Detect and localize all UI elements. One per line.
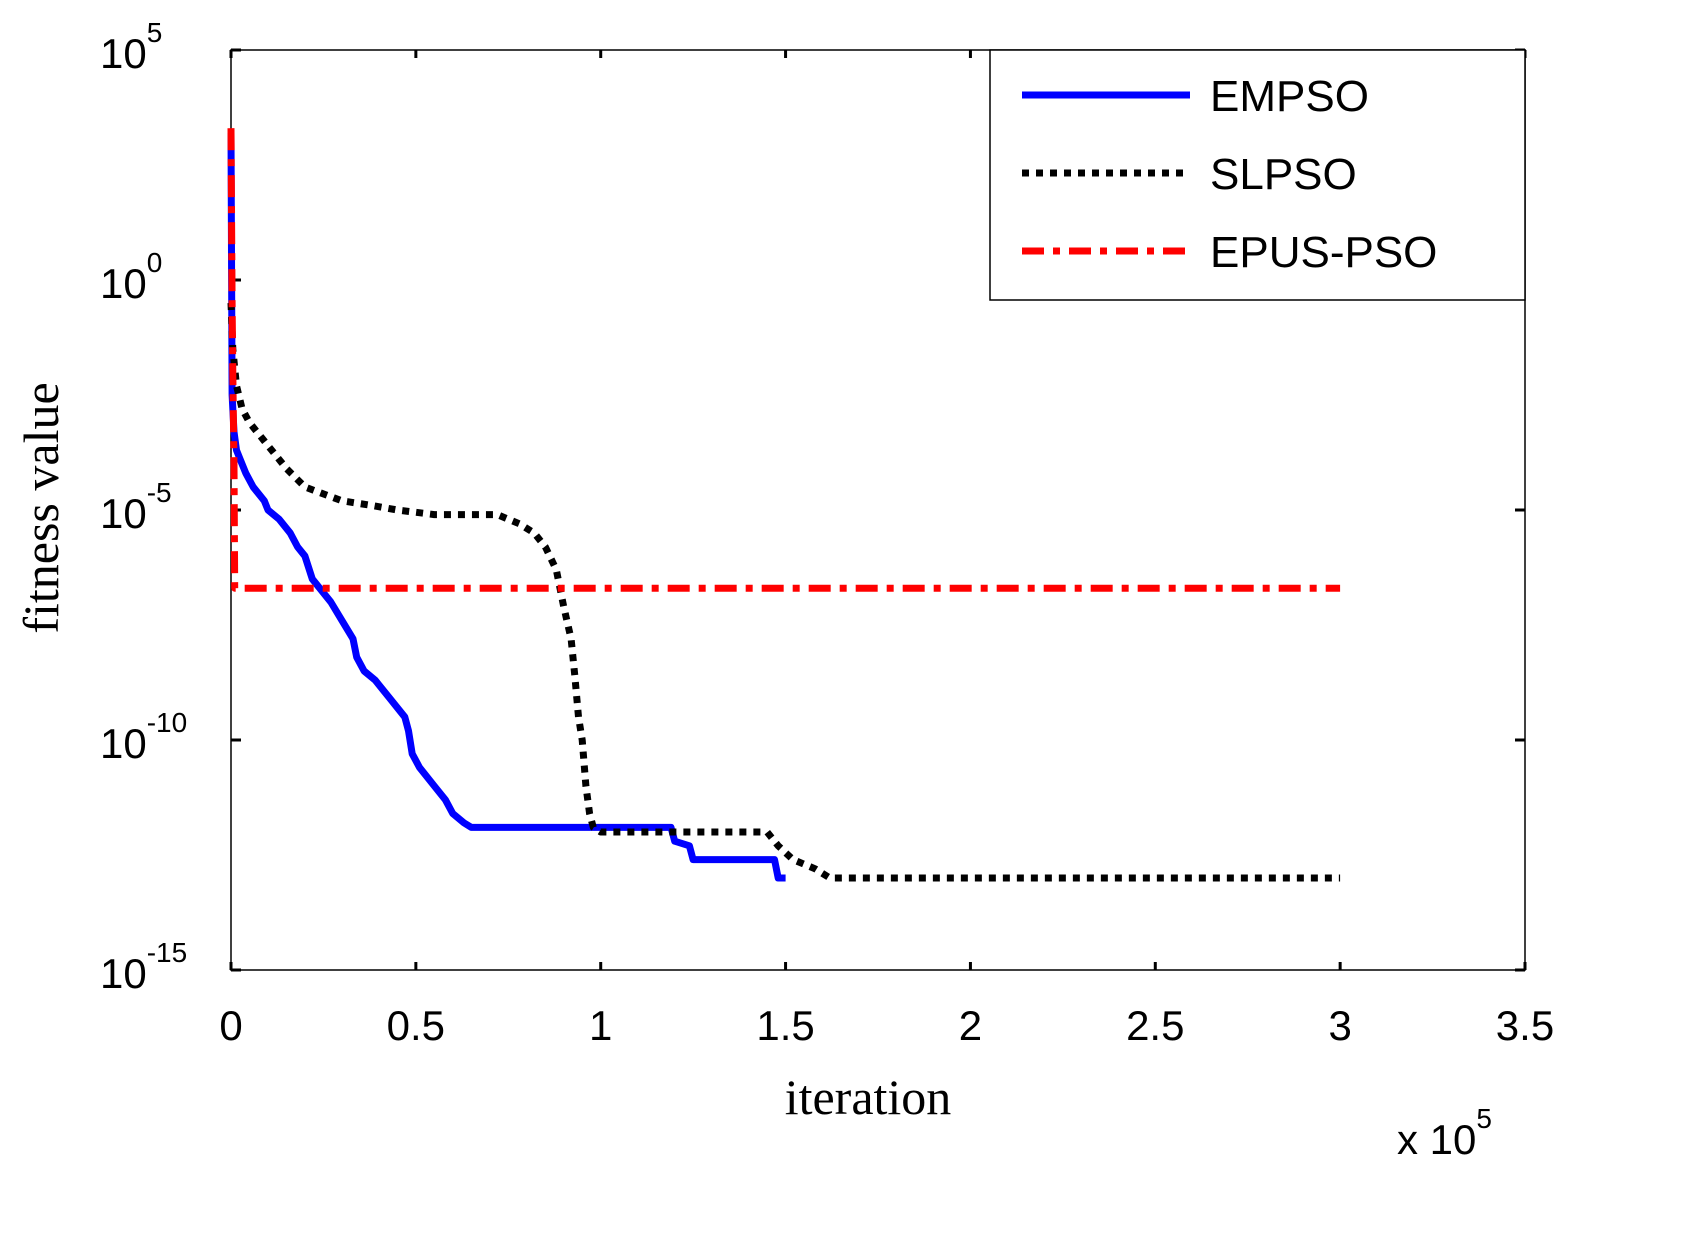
series-line-epus-pso (227, 128, 1341, 592)
y-tick-base: 10 (100, 720, 147, 767)
x-tick-label: 3.5 (1496, 1002, 1554, 1049)
x-multiplier-exponent: 5 (1476, 1103, 1492, 1134)
y-tick-base: 10 (100, 490, 147, 537)
series-layer (227, 128, 1341, 882)
x-multiplier-label: x 105 (1397, 1103, 1492, 1163)
y-tick-exponent: 5 (147, 17, 163, 48)
y-tick-base: 10 (100, 30, 147, 77)
y-tick-label: 10-5 (100, 477, 172, 537)
y-tick-label: 10-10 (100, 707, 187, 767)
y-tick-exponent: -15 (147, 937, 187, 968)
y-tick-label: 100 (100, 247, 162, 307)
x-tick-label: 3 (1328, 1002, 1351, 1049)
legend-label-slpso: SLPSO (1210, 150, 1357, 199)
y-tick-exponent: -5 (147, 477, 172, 508)
y-tick-exponent: -10 (147, 707, 187, 738)
y-axis-title: fitness value (13, 382, 69, 633)
series-line-empso (227, 132, 786, 882)
y-tick-exponent: 0 (147, 247, 163, 278)
y-tick-base: 10 (100, 950, 147, 997)
x-axis-title: iteration (785, 1069, 952, 1125)
legend-label-empso: EMPSO (1210, 72, 1369, 121)
x-tick-label: 2.5 (1126, 1002, 1184, 1049)
legend-label-epus-pso: EPUS-PSO (1210, 228, 1437, 277)
x-tick-label: 1 (589, 1002, 612, 1049)
y-tick-label: 105 (100, 17, 162, 77)
y-tick-base: 10 (100, 260, 147, 307)
x-tick-label: 0 (219, 1002, 242, 1049)
y-tick-label: 10-15 (100, 937, 187, 997)
x-tick-label: 0.5 (387, 1002, 445, 1049)
x-tick-label: 1.5 (756, 1002, 814, 1049)
x-multiplier-prefix: x 10 (1397, 1116, 1476, 1163)
legend: EMPSO SLPSO EPUS-PSO (989, 49, 1526, 301)
x-tick-label: 2 (959, 1002, 982, 1049)
